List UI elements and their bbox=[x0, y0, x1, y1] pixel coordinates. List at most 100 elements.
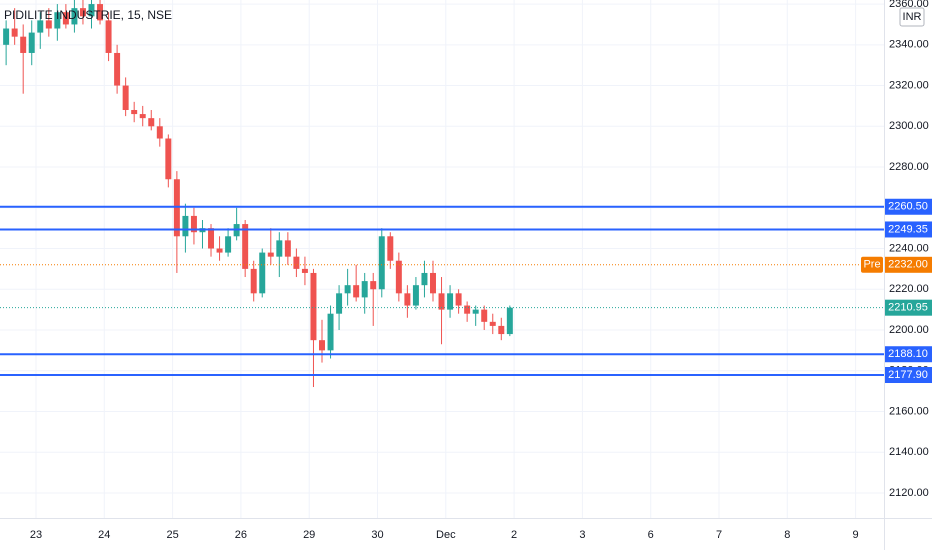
level-label-box bbox=[885, 367, 932, 384]
last-price-box bbox=[885, 299, 932, 316]
candle-body bbox=[344, 285, 351, 294]
level-label: 2188.10 bbox=[888, 348, 928, 360]
candle-body bbox=[404, 293, 411, 306]
x-tick-label: 29 bbox=[303, 529, 315, 541]
candle-body bbox=[131, 109, 138, 115]
x-tick-label: 3 bbox=[579, 529, 585, 541]
candle-body bbox=[11, 28, 18, 37]
candle-body bbox=[284, 240, 291, 257]
candle-body bbox=[455, 293, 462, 306]
candle-body bbox=[336, 293, 343, 314]
candle-body bbox=[3, 28, 10, 45]
currency[interactable]: INR bbox=[903, 11, 922, 23]
y-tick-label: 2160.00 bbox=[889, 405, 929, 417]
candle-body bbox=[319, 340, 325, 351]
candle-body bbox=[148, 118, 155, 127]
level-label: 2260.50 bbox=[888, 201, 928, 213]
candle-body bbox=[79, 8, 86, 17]
x-tick-label: Dec bbox=[436, 529, 456, 541]
x-tick-label: 8 bbox=[784, 529, 790, 541]
candle-body bbox=[190, 215, 197, 233]
candle-body bbox=[293, 256, 300, 269]
level-label: 2177.90 bbox=[888, 369, 928, 381]
candle-body bbox=[464, 305, 471, 314]
chart-title: PIDILITE INDUSTRIE, 15, NSE bbox=[4, 8, 172, 22]
candle-body bbox=[310, 272, 317, 341]
candle-body bbox=[208, 228, 215, 249]
x-tick-label: 6 bbox=[648, 529, 654, 541]
x-tick-label: 2 bbox=[511, 529, 517, 541]
y-tick-label: 2360.00 bbox=[889, 0, 929, 10]
level-label-box bbox=[885, 198, 932, 215]
y-tick-label: 2300.00 bbox=[889, 120, 929, 132]
pre-market-tag bbox=[861, 256, 883, 273]
candle-body bbox=[20, 36, 27, 53]
candle-body bbox=[105, 20, 112, 53]
candle-body bbox=[506, 307, 513, 335]
y-tick-label: 2120.00 bbox=[889, 487, 929, 499]
y-tick-label: 2340.00 bbox=[889, 39, 929, 51]
candle-body bbox=[276, 240, 283, 257]
candle-body bbox=[122, 85, 129, 110]
pre-market-name: Pre bbox=[863, 259, 880, 271]
candle-body bbox=[37, 20, 44, 33]
candle-body bbox=[430, 272, 436, 294]
x-tick-label: 26 bbox=[235, 529, 247, 541]
candle-body bbox=[88, 4, 95, 17]
currency-box[interactable] bbox=[899, 7, 925, 27]
candle-body bbox=[447, 293, 454, 310]
candle-body bbox=[62, 12, 69, 25]
y-tick-label: 2140.00 bbox=[889, 446, 929, 458]
candle-body bbox=[327, 313, 334, 351]
candle-body bbox=[139, 114, 146, 119]
y-tick-label: 2220.00 bbox=[889, 283, 929, 295]
candle-body bbox=[54, 12, 61, 29]
candle-body bbox=[182, 215, 189, 237]
candle-body bbox=[165, 138, 172, 180]
candle-body bbox=[114, 52, 121, 86]
candle-body bbox=[250, 268, 257, 294]
x-tick-label: 24 bbox=[98, 529, 110, 541]
y-tick-label: 2240.00 bbox=[889, 242, 929, 254]
y-tick-label: 2280.00 bbox=[889, 161, 929, 173]
candle-body bbox=[259, 252, 266, 294]
candle-body bbox=[97, 4, 104, 21]
candle-body bbox=[353, 285, 360, 298]
candle-body bbox=[387, 236, 394, 261]
candle-body bbox=[438, 293, 445, 310]
candle-body bbox=[242, 224, 249, 269]
level-label-box bbox=[885, 221, 932, 238]
candle-body bbox=[361, 281, 368, 298]
candle-body bbox=[28, 32, 35, 53]
candle-body bbox=[421, 272, 428, 286]
candle-body bbox=[267, 252, 274, 257]
x-tick-label: 25 bbox=[166, 529, 178, 541]
candle-body bbox=[216, 248, 223, 253]
grid bbox=[0, 0, 884, 518]
x-tick-label: 9 bbox=[853, 529, 859, 541]
candle-body bbox=[395, 260, 402, 294]
candle-body bbox=[378, 236, 385, 290]
candle-body bbox=[301, 268, 308, 273]
plot bbox=[3, 0, 513, 388]
candle-body bbox=[472, 309, 479, 314]
x-tick-label: 7 bbox=[716, 529, 722, 541]
y-tick-label: 2200.00 bbox=[889, 324, 929, 336]
level-label-box bbox=[885, 346, 932, 363]
candle-body bbox=[498, 325, 505, 335]
candle-body bbox=[370, 281, 377, 290]
x-tick-label: 30 bbox=[371, 529, 383, 541]
candle-body bbox=[156, 126, 163, 139]
candle-body bbox=[489, 321, 496, 326]
candle-body bbox=[225, 236, 232, 253]
candle-body bbox=[71, 8, 78, 25]
candle-body bbox=[173, 179, 180, 237]
pre-market-label: 2232.00 bbox=[888, 259, 928, 271]
candle-body bbox=[481, 309, 488, 322]
x-tick-label: 23 bbox=[30, 529, 42, 541]
candle-body bbox=[45, 20, 52, 29]
last-price-label: 2210.95 bbox=[888, 302, 928, 314]
pre-market-label-box bbox=[885, 256, 932, 273]
level-label: 2249.35 bbox=[888, 223, 928, 235]
